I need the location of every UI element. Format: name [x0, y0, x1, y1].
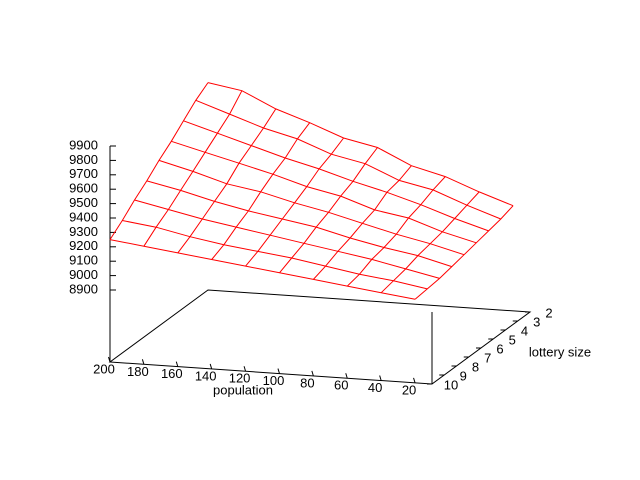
- y-tick-label: 4: [521, 323, 528, 338]
- y-tick-label: 5: [509, 332, 516, 347]
- surface-column: [313, 165, 412, 280]
- z-tick-label: 9200: [69, 238, 98, 253]
- x-tick-label: 120: [229, 371, 251, 386]
- x-tick-label: 200: [93, 361, 115, 376]
- surface-row: [109, 239, 416, 300]
- y-tick-label: 8: [472, 359, 479, 374]
- z-tick-label: 9100: [69, 253, 98, 268]
- surface-row: [146, 180, 452, 268]
- x-tick: [311, 370, 314, 377]
- surface-row: [171, 140, 477, 244]
- surface-row: [195, 99, 501, 220]
- z-tick-label: 9900: [69, 137, 98, 152]
- z-tick-label: 9600: [69, 181, 98, 196]
- x-tick-label: 60: [334, 378, 348, 393]
- surface-row: [134, 199, 440, 279]
- y-tick-label: 9: [460, 368, 467, 383]
- x-tick: [243, 366, 247, 372]
- x-tick-label: 20: [402, 382, 416, 397]
- x-tick-label: 160: [161, 366, 183, 381]
- y-tick-label: 10: [444, 377, 458, 392]
- x-axis-label: population: [213, 382, 273, 397]
- z-tick-label: 8900: [69, 281, 98, 296]
- y-tick-label: 6: [496, 341, 503, 356]
- x-tick-label: 140: [195, 368, 217, 383]
- surface-row: [183, 120, 489, 232]
- surface-column: [245, 137, 344, 267]
- y-tick-label: 7: [484, 350, 491, 365]
- x-tick-label: 100: [263, 373, 285, 388]
- z-tick-label: 9700: [69, 166, 98, 181]
- surface-column: [279, 147, 378, 274]
- x-tick: [277, 368, 280, 374]
- x-tick: [209, 363, 213, 370]
- surface-row: [207, 82, 514, 207]
- z-tick-label: 9800: [69, 152, 98, 167]
- y-axis-label: lottery size: [529, 344, 591, 359]
- z-tick-label: 9500: [69, 195, 98, 210]
- x-tick: [175, 361, 179, 367]
- z-tick-label: 9000: [69, 267, 98, 282]
- x-tick: [345, 373, 348, 379]
- surface-column: [109, 82, 209, 240]
- surface-row: [122, 220, 428, 290]
- y-tick-label: 2: [545, 305, 552, 320]
- x-tick: [108, 356, 111, 363]
- z-tick-label: 9400: [69, 209, 98, 224]
- x-tick-label: 180: [127, 364, 149, 379]
- surface-column: [346, 176, 446, 287]
- y-tick-label: 3: [533, 314, 540, 329]
- x-tick-label: 40: [368, 380, 382, 395]
- z-tick-label: 9300: [69, 224, 98, 239]
- surface-column: [380, 191, 480, 294]
- surface-column: [211, 122, 311, 260]
- x-tick: [413, 377, 416, 383]
- surface-column: [143, 90, 243, 247]
- surface-column: [177, 108, 277, 254]
- x-tick-label: 80: [300, 375, 314, 390]
- surface-column: [414, 205, 514, 300]
- x-tick: [379, 375, 382, 381]
- x-tick: [141, 359, 145, 365]
- surface-row: [158, 159, 465, 256]
